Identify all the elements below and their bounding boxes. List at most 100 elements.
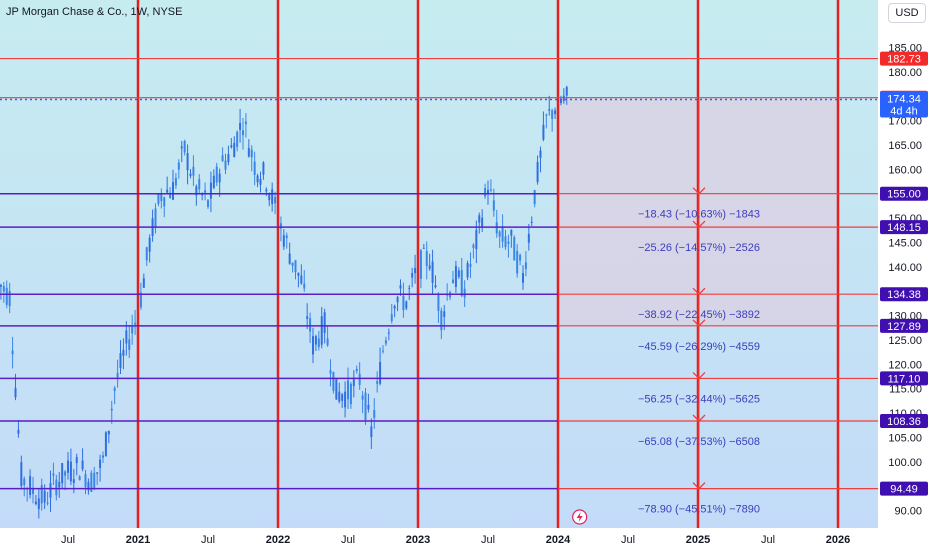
candle-body [224,160,227,170]
candle-body [14,387,17,398]
candle-body [67,460,69,473]
y-tick-label: 145.00 [888,237,922,249]
purple-level-badge-label: 117.10 [888,373,921,385]
candle-body [49,483,52,498]
candle-body [559,99,562,104]
candle-body [204,190,207,193]
candle-body [122,349,125,356]
candle-body [104,432,107,456]
candle-body [145,247,148,261]
candle-body [262,162,265,175]
candle-body [46,502,49,504]
candle-body [288,253,291,264]
candle-body [87,481,90,491]
candle-body [487,189,489,195]
y-tick-label: 90.00 [894,506,922,518]
candle-body [452,279,454,284]
measure-annotation: −18.43 (−10.63%) −1843 [638,209,760,221]
purple-level-badge-label: 94.49 [890,484,918,496]
candle-body [405,301,408,309]
candle-body [236,131,239,147]
candle-body [411,272,414,278]
time-axis-background [0,528,878,550]
candle-body [419,250,422,279]
candle-body [113,387,116,391]
purple-level-badge-label: 148.15 [887,222,921,234]
candle-body [516,250,519,274]
candle-body [119,353,122,368]
candle-body [376,381,379,384]
candle-body [189,173,192,176]
candle-body [437,294,440,311]
candle-body [99,459,102,469]
measure-annotation: −38.92 (−22.45%) −3892 [638,309,760,321]
x-tick-label: 2025 [686,534,710,546]
candle-body [186,153,189,171]
candle-body [172,182,174,200]
candle-body [443,311,446,317]
candle-body [510,229,513,236]
purple-level-badge-label: 134.38 [887,289,921,301]
candle-body [390,314,393,322]
candle-body [358,373,361,385]
candle-body [297,272,300,276]
candle-body [463,288,466,298]
candle-body [422,247,425,249]
purple-level-badge [880,186,928,201]
y-tick-label: 120.00 [888,359,922,371]
chart-title: JP Morgan Chase & Co., 1W, NYSE [6,6,183,18]
candle-body [90,472,93,492]
candle-body [32,487,34,494]
candle-body [408,287,411,289]
candle-body [338,391,341,402]
candle-body [384,340,387,344]
candle-body [498,231,501,237]
purple-level-badge [880,318,928,333]
x-tick-label: 2023 [406,534,430,546]
candle-body [78,476,81,481]
candle-body [256,175,259,183]
candle-body [212,175,215,188]
candle-body [347,380,349,400]
candle-body [492,200,495,211]
y-tick-label: 160.00 [888,164,922,176]
candle-body [125,330,128,344]
candle-body [396,296,399,303]
candle-body [326,338,329,346]
candle-body [530,221,533,223]
candle-body [55,479,58,496]
candle-body [247,148,250,157]
x-tick-label: 2021 [126,534,150,546]
measure-annotation: −78.90 (−45.51%) −7890 [638,504,760,516]
candle-body [352,378,355,387]
y-tick-label: 100.00 [888,457,922,469]
candle-body [309,318,312,332]
candle-body [244,121,247,125]
y-tick-label: 125.00 [888,335,922,347]
y-tick-label: 185.00 [888,43,922,55]
currency-button[interactable]: USD [888,3,926,23]
candle-body [329,370,332,374]
lightning-glyph [576,512,583,522]
candle-body [230,145,233,148]
arrow-down-icon [692,187,706,195]
candle-body [163,197,166,207]
candle-body [323,312,326,333]
candle-body [20,462,23,487]
x-tick-label: Jul [761,534,775,546]
purple-level-badge [880,220,928,235]
candle-body [265,189,268,192]
y-tick-label: 115.00 [889,384,922,396]
candle-body [519,254,522,261]
x-tick-label: 2022 [266,534,290,546]
x-tick-label: Jul [341,534,355,546]
candle-body [61,463,64,484]
candle-body [475,229,478,250]
candle-body [93,472,96,489]
candle-body [96,472,99,475]
candle-body [536,161,539,183]
candle-body [382,350,384,352]
candle-body [466,263,469,278]
